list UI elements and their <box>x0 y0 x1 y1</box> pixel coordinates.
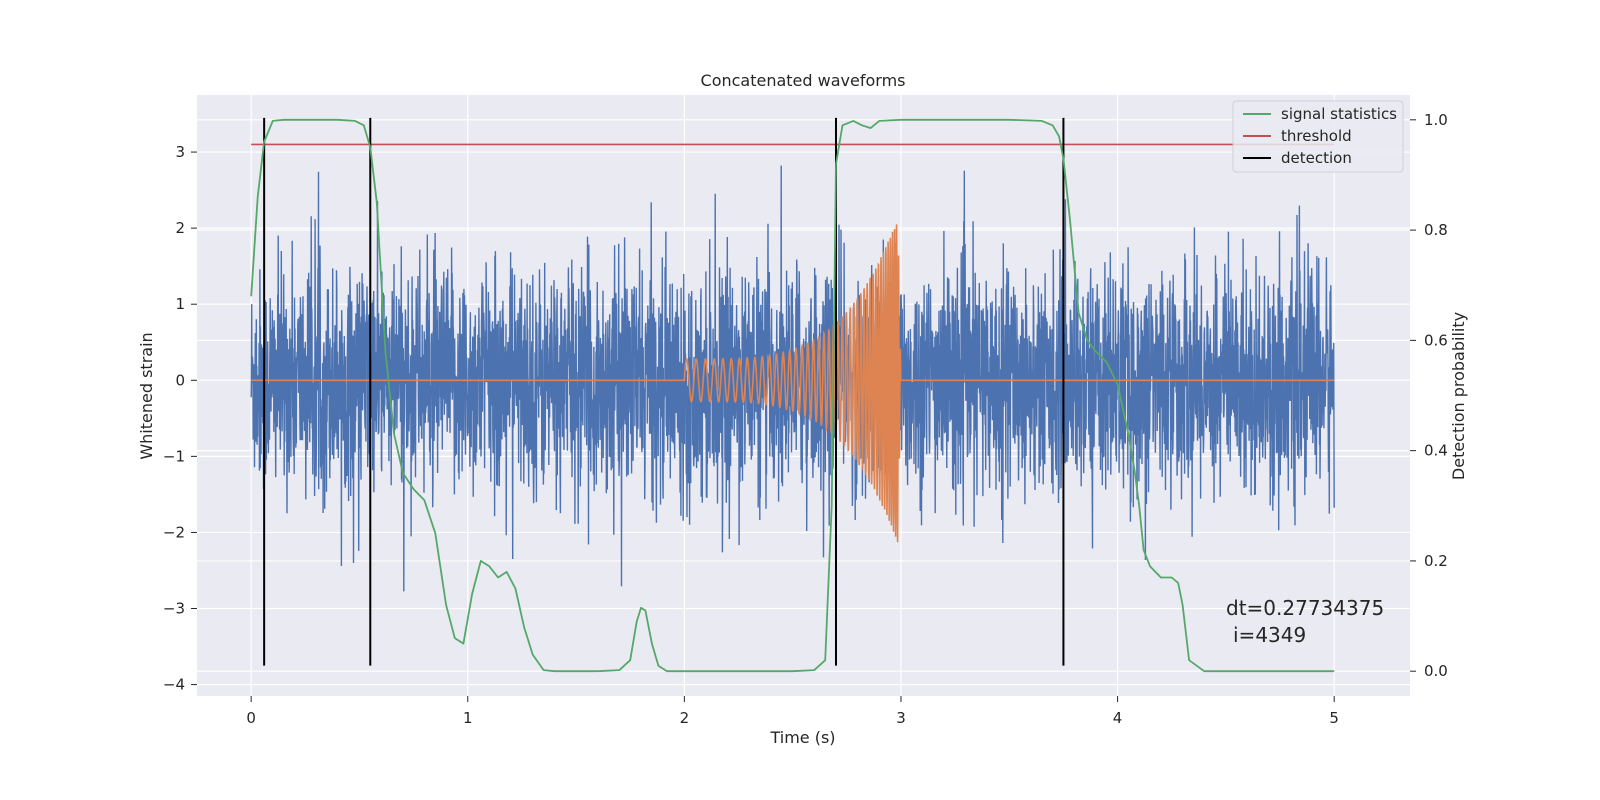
legend-box <box>1232 100 1404 173</box>
x-axis-label: Time (s) <box>769 728 835 747</box>
y2-tick-label: 0.6 <box>1424 331 1448 349</box>
x-tick-label: 4 <box>1113 709 1123 727</box>
y-tick-label: 3 <box>175 143 185 161</box>
chart-title: Concatenated waveforms <box>701 71 906 90</box>
series-whitened-strain <box>250 165 1335 592</box>
annotation-dt: dt=0.27734375 <box>1226 596 1384 620</box>
series-injected-waveform <box>251 224 1335 543</box>
y-tick-label: −4 <box>163 676 185 694</box>
series-signal-statistics <box>250 118 1335 673</box>
series-layer <box>250 117 1335 673</box>
y-tick-label: 2 <box>175 219 185 237</box>
y-tick-label: −3 <box>163 600 185 618</box>
axes-layer: 0 1 2 3 4 5 −4 −3 −2 −1 0 1 2 3 0.0 0.2 0.4 0.6 0.8 1.0 <box>163 111 1448 727</box>
y2-tick-label: 1.0 <box>1424 111 1448 129</box>
legend: signal statistics threshold detection <box>1232 100 1404 173</box>
y-tick-label: 0 <box>175 371 185 389</box>
grid <box>197 95 1410 696</box>
y-tick-label: −2 <box>163 523 185 541</box>
y2-tick-label: 0.2 <box>1424 552 1448 570</box>
legend-label-signal-statistics: signal statistics <box>1281 105 1397 123</box>
x-tick-label: 1 <box>463 709 473 727</box>
x-tick-label: 5 <box>1329 709 1339 727</box>
x-tick-label: 2 <box>680 709 690 727</box>
legend-label-threshold: threshold <box>1281 127 1352 145</box>
legend-label-detection: detection <box>1281 149 1352 167</box>
series-group <box>250 117 1335 673</box>
annotation-index: i=4349 <box>1233 623 1306 647</box>
x-tick-label: 0 <box>246 709 256 727</box>
y-tick-label: −1 <box>163 447 185 465</box>
y-tick-label: 1 <box>175 295 185 313</box>
y-axis-label: Whitened strain <box>137 332 156 459</box>
y2-axis-label: Detection probability <box>1449 312 1468 480</box>
x-tick-label: 3 <box>896 709 906 727</box>
y2-tick-label: 0.0 <box>1424 662 1448 680</box>
y2-tick-label: 0.4 <box>1424 442 1448 460</box>
y2-tick-label: 0.8 <box>1424 221 1448 239</box>
